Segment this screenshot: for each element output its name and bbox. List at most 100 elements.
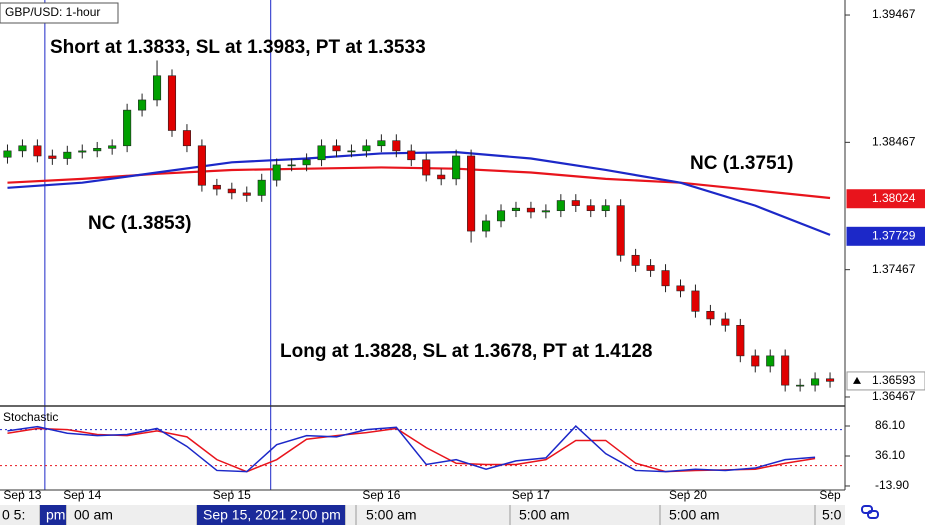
y2-tick-label: 86.10 [875,418,905,432]
price-tag [846,189,925,209]
candle-body [661,270,670,287]
y-tick-label: 1.36467 [872,389,916,403]
candle-body [152,75,162,101]
x-tick-label: Sep 15 [213,488,251,502]
candle-body [482,220,491,232]
title-box [0,2,119,24]
candle-body [526,207,535,213]
y-tick-label: 1.38467 [872,135,916,149]
time-axis-label: pm [46,507,65,523]
candle-body [781,355,790,386]
candle-body [242,192,251,196]
candle-body [646,265,655,271]
time-axis-label: 00 am [74,507,113,523]
candle-body [377,140,386,147]
candle-body [257,179,266,196]
x-tick-label: Sep [819,488,841,502]
candle-body [676,285,685,292]
moving-average [7,151,831,236]
candle-body [452,155,461,180]
x-tick-label: Sep 13 [3,488,41,502]
candle-body [362,145,371,152]
candle-body [571,200,580,206]
candle-body [227,188,236,194]
candle-body [422,159,431,176]
time-axis-label: 0 5: [2,507,25,523]
time-axis-label: 5:00 am [366,507,417,523]
x-tick-label: Sep 20 [669,488,707,502]
price-tag-label: 1.38024 [872,191,916,205]
stochastic-line [7,425,816,473]
y-tick-label: 1.37467 [872,262,916,276]
candle-body [63,151,72,159]
candle-body [586,205,595,212]
stochastic-label: Stochastic [3,410,58,424]
candle-body [407,150,416,161]
candle-body [631,254,640,266]
time-axis-label: Sep 15, 2021 2:00 pm [203,507,341,523]
candle-body [212,184,221,190]
candle-body [332,145,341,152]
link-icon [861,505,879,519]
time-axis-label: 5:00 am [519,507,570,523]
annotation: NC (1.3751) [690,153,794,174]
candle-body [736,324,745,357]
candle-body [616,205,625,256]
x-tick-label: Sep 14 [63,488,101,502]
candle-body [93,148,102,152]
candle-body [48,155,57,159]
candle-body [197,145,206,186]
annotation: NC (1.3853) [88,213,192,234]
candle-body [138,99,147,111]
candle-body [721,318,730,326]
time-axis-label: 5:00 am [669,507,720,523]
candle-body [347,150,356,153]
candle-body [302,159,311,166]
annotation: Short at 1.3833, SL at 1.3983, PT at 1.3… [50,37,426,58]
candle-body [317,145,326,161]
candle-body [751,355,760,367]
candle-body [811,378,820,386]
time-highlight [197,505,345,525]
candle-body [496,210,506,222]
candle-body [601,205,610,212]
candle-body [437,174,446,180]
price-tag [846,226,925,246]
price-tag-label: 1.36593 [872,373,916,387]
candle-body [766,355,775,367]
y2-tick-label: 36.10 [875,448,905,462]
candle-body [33,145,42,157]
candle-body [691,290,700,312]
candle-body [18,145,27,152]
x-tick-label: Sep 16 [362,488,400,502]
time-highlight [40,505,66,525]
plot-area [0,0,845,490]
candle-body [167,75,177,131]
annotation: Long at 1.3828, SL at 1.3678, PT at 1.41… [280,341,652,362]
candle-body [123,109,132,147]
candle-body [796,384,805,387]
candle-body [392,140,401,152]
y2-tick-label: -13.90 [875,478,909,492]
candle-body [287,164,296,167]
candle-body [272,164,281,181]
candle-body [511,207,521,212]
candle-body [108,145,117,149]
y-tick-label: 1.39467 [872,7,916,21]
candle-body [541,210,550,213]
candle-body [556,200,565,212]
chart-title: GBP/USD: 1-hour [5,5,100,19]
price-tag-label: 1.37729 [872,228,916,242]
candle-body [826,378,835,382]
candle-body [706,310,715,320]
x-tick-label: Sep 17 [512,488,550,502]
candle-body [78,150,87,153]
candle-body [3,150,12,158]
price-tag [846,371,925,391]
candle-body [182,130,191,147]
candle-body [467,155,476,232]
price-tag-arrow [853,376,861,384]
time-axis-label: 5:0 [822,507,842,523]
